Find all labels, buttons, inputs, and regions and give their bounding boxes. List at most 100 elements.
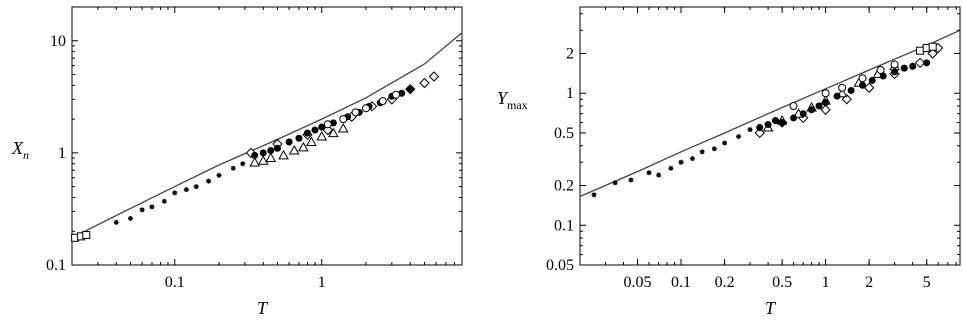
x-axis-label-right: T xyxy=(765,298,777,318)
data-point-open-circle xyxy=(378,97,387,106)
model-curve-line xyxy=(579,29,961,198)
data-point-open-triangle xyxy=(306,136,317,147)
x-tick-label: 1 xyxy=(318,274,326,291)
data-point-star xyxy=(656,172,662,178)
data-point-open-diamond xyxy=(754,127,765,139)
data-point-open-circle xyxy=(876,65,885,74)
x-tick-label: 0.2 xyxy=(715,274,735,291)
data-point-filled-circle xyxy=(295,134,303,142)
data-point-open-diamond xyxy=(820,104,831,115)
data-point-open-square xyxy=(916,46,925,55)
data-point-filled-circle xyxy=(406,85,414,93)
data-point-filled-circle xyxy=(771,117,779,125)
data-point-star xyxy=(591,192,597,198)
y-tick-label: 0.05 xyxy=(546,257,574,274)
data-point-open-diamond xyxy=(419,77,430,89)
data-point-open-circle xyxy=(838,83,847,92)
data-point-open-triangle xyxy=(278,149,289,160)
data-point-open-triangle xyxy=(257,155,269,165)
data-point-filled-circle xyxy=(778,119,786,127)
data-point-star xyxy=(216,172,222,178)
data-point-star xyxy=(747,127,753,133)
data-point-star xyxy=(722,140,728,146)
y-axis-label-sub-left: n xyxy=(23,148,29,162)
data-point-filled-circle xyxy=(822,99,830,107)
scatter-points-right xyxy=(591,42,944,198)
scatter-points-left xyxy=(71,71,440,242)
data-point-filled-circle xyxy=(267,147,275,155)
data-point-open-circle xyxy=(351,108,360,117)
data-point-open-diamond xyxy=(863,82,875,93)
model-curve-line xyxy=(71,32,463,239)
data-point-open-triangle xyxy=(316,130,328,141)
data-point-star xyxy=(699,149,705,155)
data-point-open-square xyxy=(928,42,937,51)
data-point-filled-circle xyxy=(833,92,841,100)
data-point-filled-circle xyxy=(756,124,764,132)
data-point-filled-circle xyxy=(891,68,899,76)
data-point-star xyxy=(206,178,212,184)
data-point-open-circle xyxy=(890,60,899,69)
data-point-filled-circle xyxy=(909,62,917,70)
axis-ticks-left: 0.1 1 0.1 1 10 xyxy=(46,7,462,291)
data-point-filled-circle xyxy=(764,120,772,128)
data-point-filled-circle xyxy=(318,123,326,131)
x-tick-label: 1 xyxy=(822,274,830,291)
data-point-star xyxy=(612,180,618,186)
chart-right: 0.05 0.1 0.2 0.5 1 2 5 0.05 0.1 0.2 0.5 1 2 T Ymax xyxy=(497,6,961,318)
data-point-open-circle xyxy=(789,102,798,111)
y-tick-label: 0.5 xyxy=(554,125,574,142)
data-point-star xyxy=(646,170,652,176)
chart-left: 0.1 1 0.1 1 10 T Xn xyxy=(11,6,463,318)
y-tick-label: 0.1 xyxy=(554,217,574,234)
x-tick-label: 0.5 xyxy=(772,274,792,291)
y-tick-label: 1 xyxy=(58,145,66,162)
data-point-star xyxy=(161,198,167,204)
x-tick-label: 0.05 xyxy=(624,274,652,291)
data-point-star xyxy=(678,159,684,165)
data-point-filled-circle xyxy=(923,59,931,67)
data-point-open-diamond xyxy=(428,71,440,82)
data-point-star xyxy=(711,146,717,152)
data-point-star xyxy=(230,165,236,171)
data-point-star xyxy=(193,184,199,190)
model-curve-right xyxy=(579,29,961,198)
y-tick-label: 10 xyxy=(50,33,66,50)
data-point-filled-circle xyxy=(799,110,807,118)
y-tick-label: 1 xyxy=(566,85,574,102)
y-tick-label: 0.1 xyxy=(46,257,66,274)
data-point-filled-circle xyxy=(900,64,908,72)
y-axis-label-main-right: Y xyxy=(497,88,509,108)
x-axis-label-left: T xyxy=(257,298,269,318)
data-point-open-circle xyxy=(821,89,830,98)
y-axis-label-left: Xn xyxy=(11,138,29,162)
data-point-filled-circle xyxy=(259,149,267,157)
x-tick-label: 0.1 xyxy=(165,274,185,291)
data-point-star xyxy=(149,204,155,210)
data-point-filled-circle xyxy=(808,106,816,114)
data-point-star xyxy=(139,207,145,213)
data-point-star xyxy=(172,190,178,196)
data-point-open-circle xyxy=(339,115,348,124)
y-axis-label-main-left: X xyxy=(11,138,24,158)
data-point-star xyxy=(628,177,634,183)
data-point-filled-circle xyxy=(879,72,887,80)
x-tick-label: 0.1 xyxy=(671,274,691,291)
data-point-open-diamond xyxy=(914,57,926,69)
data-point-open-triangle xyxy=(265,152,277,163)
data-point-open-circle xyxy=(391,90,400,99)
data-point-open-triangle xyxy=(328,127,339,138)
data-point-filled-circle xyxy=(251,151,259,159)
data-point-filled-circle xyxy=(790,114,798,122)
data-point-star xyxy=(668,165,674,171)
y-tick-label: 2 xyxy=(566,45,574,62)
data-point-star xyxy=(113,219,119,225)
data-point-star xyxy=(183,187,189,193)
y-axis-label-sub-right: max xyxy=(507,98,528,112)
model-curve-left xyxy=(71,32,463,239)
plot-frame-right xyxy=(579,6,961,266)
data-point-filled-circle xyxy=(303,129,311,137)
axis-ticks-right: 0.05 0.1 0.2 0.5 1 2 5 0.05 0.1 0.2 0.5 1 2 xyxy=(546,7,960,291)
data-point-open-circle xyxy=(858,74,867,83)
